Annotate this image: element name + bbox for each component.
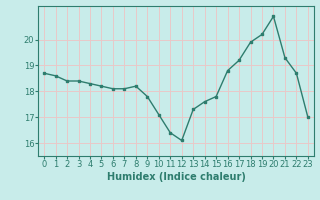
X-axis label: Humidex (Indice chaleur): Humidex (Indice chaleur) xyxy=(107,172,245,182)
